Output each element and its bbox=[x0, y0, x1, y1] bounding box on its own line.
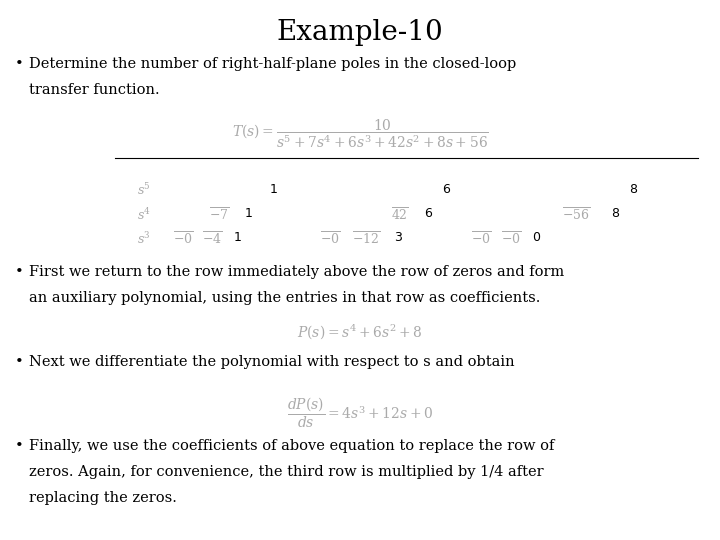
Text: replacing the zeros.: replacing the zeros. bbox=[29, 491, 176, 505]
Text: $\overline{-0}$: $\overline{-0}$ bbox=[320, 231, 340, 247]
Text: $8$: $8$ bbox=[629, 183, 638, 195]
Text: $s^3$: $s^3$ bbox=[137, 231, 150, 247]
Text: $\overline{42}$: $\overline{42}$ bbox=[391, 207, 408, 223]
Text: $\overline{-12}$: $\overline{-12}$ bbox=[351, 231, 380, 247]
Text: $1$: $1$ bbox=[269, 183, 278, 195]
Text: $T(s) = \dfrac{10}{s^5 + 7s^4 + 6s^3 + 42s^2 + 8s + 56}$: $T(s) = \dfrac{10}{s^5 + 7s^4 + 6s^3 + 4… bbox=[232, 118, 488, 150]
Text: Example-10: Example-10 bbox=[276, 19, 444, 46]
Text: $\overline{-0}$: $\overline{-0}$ bbox=[471, 231, 491, 247]
Text: Finally, we use the coefficients of above equation to replace the row of: Finally, we use the coefficients of abov… bbox=[29, 439, 554, 453]
Text: $1$: $1$ bbox=[244, 207, 253, 220]
Text: $\overline{-0}$: $\overline{-0}$ bbox=[174, 231, 194, 247]
Text: $\overline{-7}$: $\overline{-7}$ bbox=[210, 207, 230, 223]
Text: $s^4$: $s^4$ bbox=[137, 207, 151, 222]
Text: $1$: $1$ bbox=[233, 231, 242, 244]
Text: $s^5$: $s^5$ bbox=[137, 183, 150, 198]
Text: •: • bbox=[14, 439, 23, 453]
Text: First we return to the row immediately above the row of zeros and form: First we return to the row immediately a… bbox=[29, 265, 564, 279]
Text: transfer function.: transfer function. bbox=[29, 83, 159, 97]
Text: $6$: $6$ bbox=[424, 207, 433, 220]
Text: $\overline{-56}$: $\overline{-56}$ bbox=[562, 207, 590, 223]
Text: •: • bbox=[14, 265, 23, 279]
Text: $8$: $8$ bbox=[611, 207, 620, 220]
Text: $6$: $6$ bbox=[442, 183, 451, 195]
Text: zeros. Again, for convenience, the third row is multiplied by 1/4 after: zeros. Again, for convenience, the third… bbox=[29, 465, 544, 479]
Text: $P(s) = s^4 + 6s^2 + 8$: $P(s) = s^4 + 6s^2 + 8$ bbox=[297, 322, 423, 341]
Text: Determine the number of right-half-plane poles in the closed-loop: Determine the number of right-half-plane… bbox=[29, 57, 516, 71]
Text: Next we differentiate the polynomial with respect to s and obtain: Next we differentiate the polynomial wit… bbox=[29, 355, 514, 369]
Text: $\overline{-4}$: $\overline{-4}$ bbox=[202, 231, 222, 247]
Text: •: • bbox=[14, 57, 23, 71]
Text: $\overline{-0}$: $\overline{-0}$ bbox=[501, 231, 521, 247]
Text: $0$: $0$ bbox=[532, 231, 541, 244]
Text: •: • bbox=[14, 355, 23, 369]
Text: $3$: $3$ bbox=[394, 231, 402, 244]
Text: an auxiliary polynomial, using the entries in that row as coefficients.: an auxiliary polynomial, using the entri… bbox=[29, 291, 540, 305]
Text: $\dfrac{dP(s)}{ds} = 4s^3 + 12s + 0$: $\dfrac{dP(s)}{ds} = 4s^3 + 12s + 0$ bbox=[287, 396, 433, 430]
